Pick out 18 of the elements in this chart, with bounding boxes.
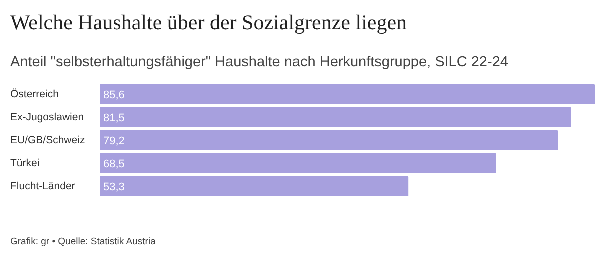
- data-label: 79,2: [104, 136, 125, 148]
- data-label: 68,5: [104, 158, 125, 170]
- text: Grafik: gr • Quelle: Statistik Austria: [10, 236, 157, 248]
- bar: [100, 84, 595, 104]
- y-tick-label: Türkei: [10, 158, 40, 170]
- chart-title: Welche Haushalte über der Sozialgrenze liegen: [10, 10, 408, 34]
- y-tick-label: EU/GB/Schweiz: [10, 134, 86, 146]
- bar: [100, 176, 409, 196]
- y-tick-label: Österreich: [10, 88, 60, 100]
- data-label: 81,5: [104, 112, 125, 124]
- y-tick-label: Flucht-Länder: [10, 180, 76, 192]
- y-tick-label: Ex-Jugoslawien: [10, 112, 84, 124]
- data-label: 85,6: [104, 90, 125, 102]
- bar: [100, 108, 572, 128]
- data-label: 53,3: [104, 182, 125, 194]
- bar: [100, 130, 558, 150]
- bar: [100, 154, 496, 174]
- chart-subtitle: Anteil "selbsterhaltungsfähiger" Haushalte nach Herkunftsgruppe, SILC 22-24: [10, 54, 508, 70]
